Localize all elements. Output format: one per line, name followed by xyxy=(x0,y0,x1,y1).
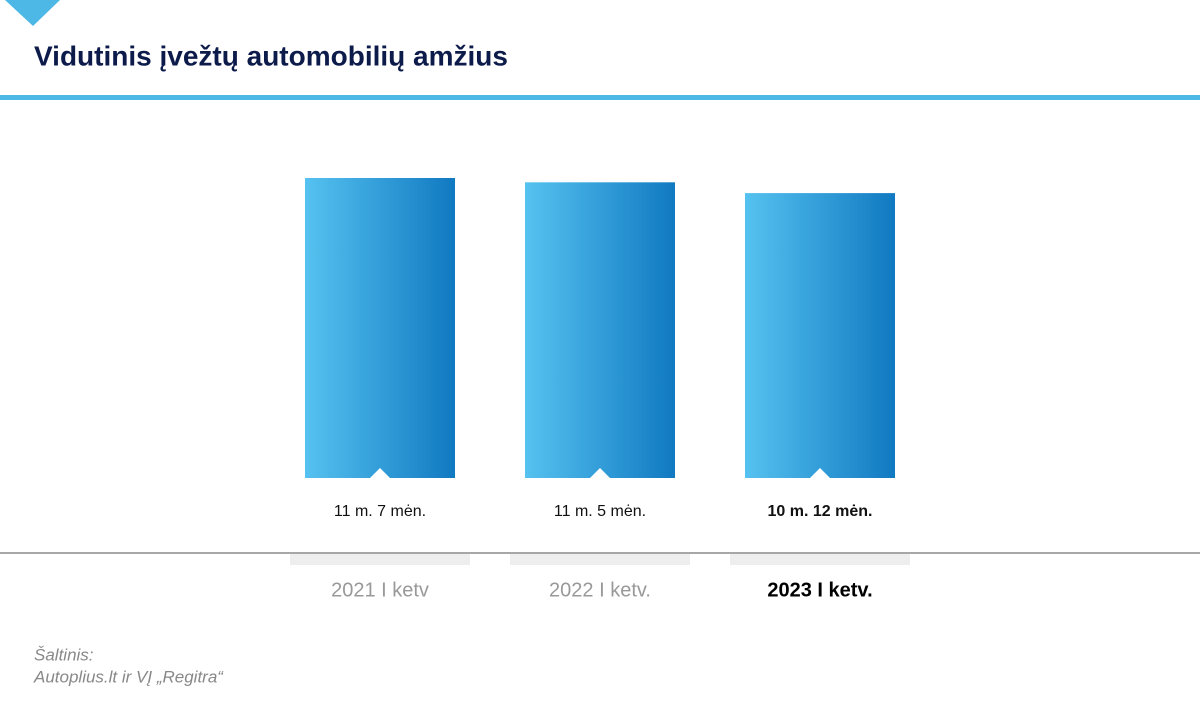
x-tick-label: 2023 I ketv. xyxy=(767,579,872,601)
bar xyxy=(745,193,895,478)
category-tab xyxy=(510,554,690,565)
bar-notch xyxy=(809,468,831,479)
x-tick-label: 2021 I ketv xyxy=(331,579,429,601)
corner-marker xyxy=(5,0,60,26)
x-tick-label: 2022 I ketv. xyxy=(549,579,651,601)
title-rule xyxy=(0,95,1200,100)
bar xyxy=(305,178,455,478)
bar xyxy=(525,182,675,479)
chart-title: Vidutinis įvežtų automobilių amžius xyxy=(34,40,508,71)
value-label: 10 m. 12 mėn. xyxy=(768,503,873,520)
value-label: 11 m. 5 mėn. xyxy=(554,503,646,520)
bar-notch xyxy=(369,468,391,479)
value-label: 11 m. 7 mėn. xyxy=(334,503,426,520)
bar-notch xyxy=(589,468,611,479)
category-tab xyxy=(290,554,470,565)
category-tab xyxy=(730,554,910,565)
source-text: Autoplius.lt ir VĮ „Regitra“ xyxy=(33,667,224,686)
source-label: Šaltinis: xyxy=(34,645,94,664)
